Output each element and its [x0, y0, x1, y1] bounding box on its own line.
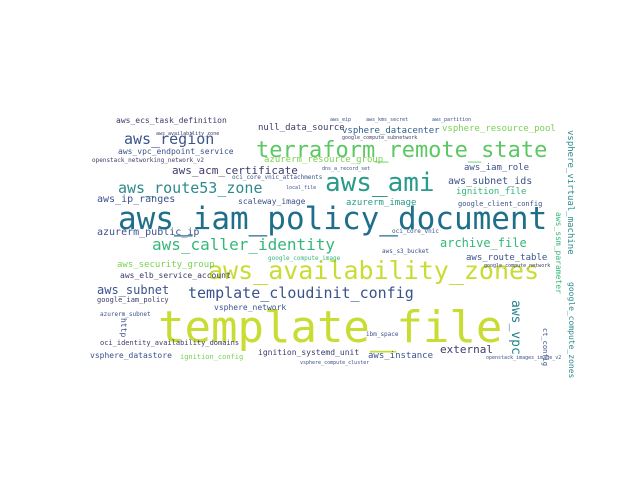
word-azurerm-image: azurerm_image [346, 198, 417, 208]
word-aws-eip: aws_eip [330, 117, 352, 123]
word-azurerm-public-ip: azurerm_public_ip [97, 227, 200, 238]
word-aws-iam-role: aws_iam_role [464, 163, 530, 173]
word-aws-partition: aws_partition [432, 117, 472, 123]
word-openstack-images-image-v2: openstack_images_image_v2 [486, 355, 562, 361]
word-aws-route-table: aws_route_table [466, 253, 548, 263]
word-aws-s3-bucket: aws_s3_bucket [382, 248, 429, 255]
word-google-iam-policy: google_iam_policy [97, 296, 169, 304]
word-vsphere-resource-pool: vsphere_resource_pool [442, 124, 556, 134]
word-oci-core-vnic: oci_core_vnic [392, 228, 439, 235]
word-aws-vpc: aws_vpc [508, 300, 523, 355]
word-vsphere-compute-cluster: vsphere_compute_cluster [300, 360, 370, 366]
word-aws-ssm-parameter: aws_ssm_parameter [554, 212, 563, 294]
word-aws-route53-zone: aws_route53_zone [118, 179, 263, 197]
word-vsphere-virtual-machine: vsphere_virtual_machine [565, 130, 575, 255]
word-dns-a-record-set: dns_a_record_set [322, 166, 371, 172]
word-aws-availability-zone: aws_availability_zone [156, 131, 220, 137]
word-ignition-config: ignition_config [180, 353, 244, 361]
word-oci-core-vnic-attachments: oci_core_vnic_attachments [232, 174, 323, 181]
word-external: external [440, 343, 493, 356]
word-vsphere-datastore: vsphere_datastore [90, 351, 172, 360]
word-oci-identity-availability-domains: oci_identity_availability_domains [100, 339, 240, 347]
word-vsphere-datacenter: vsphere_datacenter [342, 126, 440, 136]
word-aws-ecs-task-definition: aws_ecs_task_definition [116, 116, 227, 125]
word-template-file: template_file [158, 302, 503, 353]
word-aws-instance: aws_instance [368, 351, 434, 361]
word-aws-subnet-ids: aws_subnet_ids [448, 176, 533, 187]
word-terraform-remote-state: terraform_remote_state [256, 138, 548, 163]
word-aws-vpc-endpoint-service: aws_vpc_endpoint_service [118, 147, 234, 156]
word-vsphere-network: vsphere_network [214, 303, 287, 312]
word-aws-caller-identity: aws_caller_identity [152, 235, 336, 254]
word-google-client-config: google_client_config [458, 200, 543, 208]
word-archive-file: archive_file [440, 236, 527, 250]
word-google-compute-image: google_compute_image [268, 255, 341, 262]
word-azurerm-resource-group: azurerm_resource_group [264, 155, 384, 165]
word-http: http [119, 318, 128, 338]
word-aws-ip-ranges: aws_ip_ranges [97, 194, 176, 205]
word-aws-availability-zones: aws_availability_zones [208, 256, 540, 285]
word-scaleway-image: scaleway_image [238, 197, 306, 206]
word-template-cloudinit-config: template_cloudinit_config [188, 284, 414, 302]
word-null-data-source: null_data_source [258, 123, 345, 133]
word-google-compute-subnetwork: google_compute_subnetwork [342, 135, 418, 141]
word-ignition-systemd-unit: ignition_systemd_unit [258, 348, 360, 357]
word-aws-region: aws_region [124, 130, 215, 148]
word-aws-kms-secret: aws_kms_secret [366, 117, 409, 123]
word-aws-elb-service-account: aws_elb_service_account [120, 271, 231, 280]
word-ignition-file: ignition_file [456, 187, 527, 197]
word-openstack-networking-network-v2: openstack_networking_network_v2 [92, 157, 204, 164]
word-aws-iam-policy-document: aws_iam_policy_document [118, 201, 548, 237]
word-aws-acm-certificate: aws_acm_certificate [172, 164, 298, 177]
word-ibm-space: ibm_space [366, 331, 399, 338]
word-azurerm-subnet: azurerm_subnet [100, 311, 151, 318]
word-local-file: local_file [286, 185, 317, 191]
word-aws-subnet: aws_subnet [97, 283, 170, 297]
word-google-compute-zones: google_compute_zones [567, 282, 576, 379]
word-aws-ami: aws_ami [325, 168, 435, 198]
word-google-compute-network: google_compute_network [484, 263, 551, 269]
word-aws-security-group: aws_security_group [117, 260, 215, 270]
